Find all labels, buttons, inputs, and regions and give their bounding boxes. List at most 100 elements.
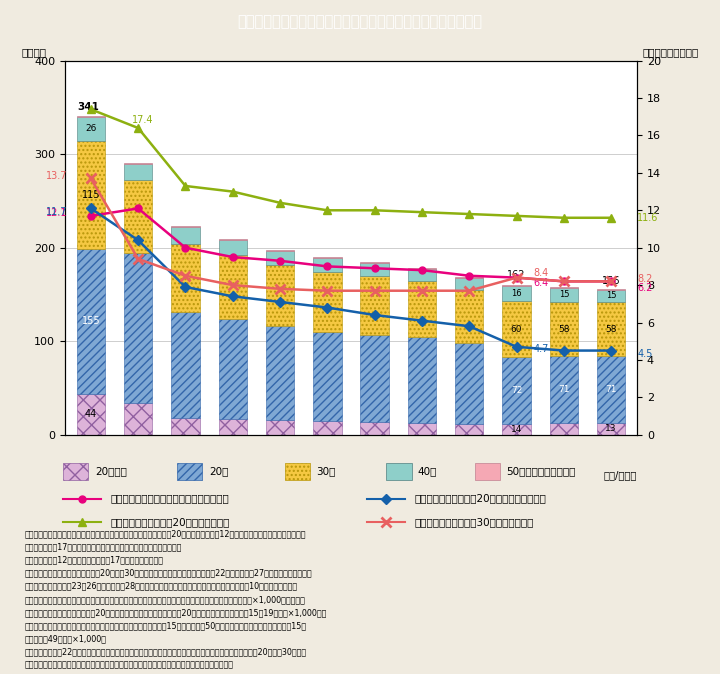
Text: 40代: 40代: [418, 466, 437, 477]
Text: （千件）: （千件）: [22, 47, 47, 57]
Bar: [597, 423, 626, 435]
Bar: [597, 302, 626, 356]
Bar: [63, 463, 89, 480]
Text: 11.6: 11.6: [637, 213, 659, 223]
Text: 8.4: 8.4: [533, 268, 549, 278]
Text: 工妊娠中絶実施率（年齢計）は，「人工妊娠中絶件数（15歳未満を含め50歳以上を除く。）」／「女子人口（15～: 工妊娠中絶実施率（年齢計）は，「人工妊娠中絶件数（15歳未満を含め50歳以上を除…: [25, 621, 307, 630]
Text: 155: 155: [81, 316, 100, 326]
Text: 15: 15: [559, 290, 569, 299]
Text: ３．人工妊娠中絶実施率は，「当該年齢階級の人工妊娠中絶件数」／「当該年齢階級の女子人口」×1,000。ただし，: ３．人工妊娠中絶実施率は，「当該年齢階級の人工妊娠中絶件数」／「当該年齢階級の女…: [25, 595, 306, 604]
Text: 平成17年度以降は厚生労働省「衛生行政報告例」より作成。: 平成17年度以降は厚生労働省「衛生行政報告例」より作成。: [25, 543, 182, 551]
Bar: [219, 240, 247, 255]
Bar: [124, 162, 153, 164]
Text: 71: 71: [606, 385, 617, 394]
Text: 人工妊娠中絶実施率（20歳未満）（右目盛）: 人工妊娠中絶実施率（20歳未満）（右目盛）: [415, 493, 546, 503]
Bar: [408, 268, 436, 269]
Bar: [219, 419, 247, 435]
Bar: [177, 463, 202, 480]
Bar: [503, 425, 531, 435]
Bar: [76, 116, 105, 117]
Bar: [408, 269, 436, 281]
Bar: [549, 287, 578, 288]
Text: ４．平成22年度値は，福島県の相双保健福祉事務所管轄内の市町村を除く（人工妊娠中絶実施率（20代及び30代）の: ４．平成22年度値は，福島県の相双保健福祉事務所管轄内の市町村を除く（人工妊娠中…: [25, 648, 307, 656]
Bar: [455, 343, 483, 423]
Bar: [361, 422, 389, 435]
Text: Ｉ－６－３図　年齢階級別人工妊娠中絶件数及び実施率の推移: Ｉ－６－３図 年齢階級別人工妊娠中絶件数及び実施率の推移: [238, 14, 482, 30]
Bar: [503, 357, 531, 425]
Text: 58: 58: [558, 325, 570, 334]
Text: 4.7: 4.7: [533, 344, 549, 354]
Bar: [266, 249, 294, 251]
Bar: [124, 403, 153, 435]
Text: 115: 115: [81, 190, 100, 200]
Bar: [549, 423, 578, 435]
Text: 20歳未満: 20歳未満: [95, 466, 127, 477]
Bar: [455, 290, 483, 343]
Text: 156: 156: [602, 276, 621, 286]
Text: ２．人工妊娠中絶実施率（20代及び30代）の算出に用いた女子人口は，平成22年度まで及び27年度は総務省「国勢調: ２．人工妊娠中絶実施率（20代及び30代）の算出に用いた女子人口は，平成22年度…: [25, 569, 312, 578]
Bar: [313, 258, 341, 272]
Text: （年/年度）: （年/年度）: [604, 470, 637, 481]
Bar: [408, 423, 436, 435]
Bar: [549, 302, 578, 356]
Text: 6.4: 6.4: [533, 278, 549, 288]
Bar: [597, 356, 626, 423]
Text: 20代: 20代: [209, 466, 228, 477]
Bar: [219, 319, 247, 419]
Bar: [503, 285, 531, 286]
Bar: [76, 141, 105, 249]
Bar: [266, 326, 294, 420]
Text: 49歳）」×1,000。: 49歳）」×1,000。: [25, 634, 107, 644]
Bar: [455, 277, 483, 278]
Bar: [266, 420, 294, 435]
Bar: [597, 289, 626, 290]
Text: 4.5: 4.5: [637, 349, 652, 359]
Bar: [76, 117, 105, 141]
Bar: [124, 181, 153, 253]
Text: 6.2: 6.2: [637, 283, 652, 293]
Text: 71: 71: [558, 385, 570, 394]
Text: 平成12年は暦年の値，平成17年度以降は年度値。: 平成12年は暦年の値，平成17年度以降は年度値。: [25, 555, 164, 564]
Bar: [171, 312, 199, 418]
Bar: [171, 244, 199, 312]
Bar: [313, 421, 341, 435]
Text: 人工妊娠中絶実施率（20代）（右目盛）: 人工妊娠中絶実施率（20代）（右目盛）: [111, 517, 230, 527]
Bar: [475, 463, 500, 480]
Text: 58: 58: [606, 325, 617, 334]
Bar: [361, 276, 389, 335]
Text: （備考）１．人工妊娠中絶件数及び人工妊娠中絶実施率（年齢計及び20歳未満）は，平成12年は厚生省「母体保護統計報告」，: （備考）１．人工妊娠中絶件数及び人工妊娠中絶実施率（年齢計及び20歳未満）は，平…: [25, 529, 307, 538]
Bar: [76, 394, 105, 435]
Bar: [266, 264, 294, 326]
Bar: [313, 272, 341, 332]
Bar: [219, 255, 247, 319]
Bar: [597, 290, 626, 302]
Bar: [549, 356, 578, 423]
Bar: [171, 227, 199, 244]
Text: 44: 44: [85, 409, 97, 419]
Bar: [386, 463, 412, 480]
Text: 8.2: 8.2: [637, 274, 652, 284]
Text: 12.1: 12.1: [45, 208, 67, 218]
Text: 査」，平成23～26年度まで及び28年度以降は総務省「人口推計」による。いずれも各年10月１日現在の値。: 査」，平成23～26年度まで及び28年度以降は総務省「人口推計」による。いずれも…: [25, 582, 298, 590]
Bar: [408, 281, 436, 338]
Bar: [503, 301, 531, 357]
Text: 13: 13: [606, 424, 617, 433]
Text: 50歳以上及び年齢不詳: 50歳以上及び年齢不詳: [507, 466, 576, 477]
Text: （女子人口千人対）: （女子人口千人対）: [643, 47, 699, 57]
Bar: [76, 249, 105, 394]
Bar: [361, 263, 389, 276]
Text: 11.7: 11.7: [45, 207, 67, 217]
Bar: [124, 164, 153, 181]
Bar: [219, 239, 247, 240]
Text: 72: 72: [511, 386, 522, 395]
Text: 14: 14: [511, 425, 522, 434]
Text: 30代: 30代: [317, 466, 336, 477]
Bar: [313, 257, 341, 258]
Text: 17.4: 17.4: [132, 115, 153, 125]
Bar: [171, 226, 199, 227]
Text: 人工妊娠中絶実施率（年齢計）（右目盛）: 人工妊娠中絶実施率（年齢計）（右目盛）: [111, 493, 230, 503]
Bar: [313, 332, 341, 421]
Text: 13.7: 13.7: [45, 171, 67, 181]
Text: 162: 162: [508, 270, 526, 280]
Bar: [285, 463, 310, 480]
